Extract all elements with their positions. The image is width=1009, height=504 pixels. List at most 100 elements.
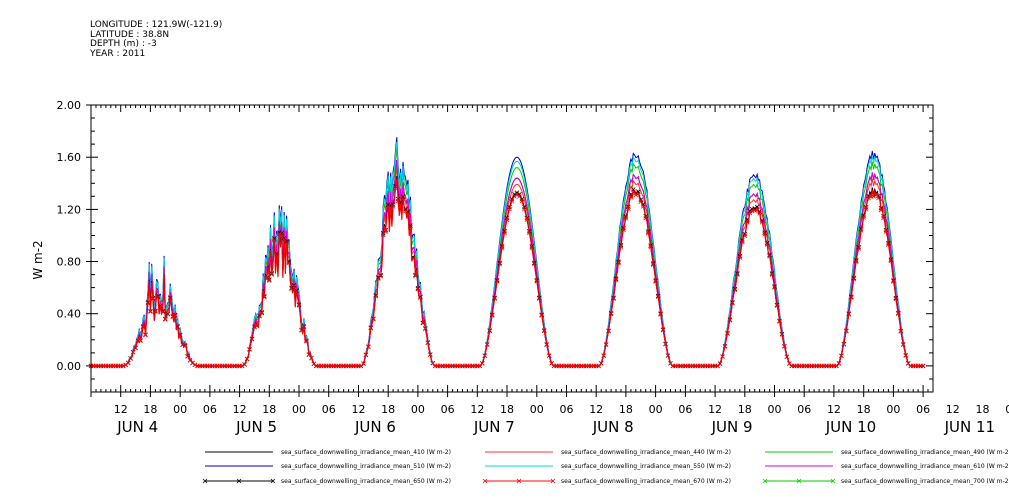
series-marker (239, 363, 245, 369)
series-marker (175, 324, 180, 330)
series-marker (148, 309, 153, 315)
legend-label: sea_surface_downwelling_irradiance_mean_… (561, 463, 731, 470)
series-marker (123, 362, 128, 368)
series-marker (727, 318, 733, 323)
series-marker (853, 259, 859, 265)
series-marker (623, 216, 629, 221)
x-tick-label: 12 (351, 403, 365, 416)
series-marker (259, 310, 265, 316)
series-marker (192, 362, 198, 368)
series-marker (613, 277, 619, 282)
series-marker (876, 195, 881, 201)
series-marker (663, 341, 668, 347)
series-marker (616, 260, 621, 266)
series-marker (611, 296, 616, 301)
series-marker (158, 304, 163, 310)
series-marker (754, 204, 760, 210)
series-marker (167, 296, 173, 301)
series-marker (487, 328, 492, 334)
series-marker (423, 326, 428, 332)
series-marker (257, 313, 262, 319)
x-day-label: JUN 7 (473, 418, 515, 436)
series-marker (606, 328, 611, 334)
series-marker (598, 360, 604, 366)
y-tick-label: 0.80 (57, 256, 82, 269)
series-marker (368, 325, 374, 331)
series-marker (861, 215, 866, 220)
x-tick-label: 06 (559, 403, 573, 416)
x-tick-label: 00 (173, 403, 187, 416)
series-marker (395, 198, 401, 204)
series-marker (274, 251, 280, 257)
x-tick-label: 06 (797, 403, 811, 416)
series-marker (145, 300, 151, 306)
series-marker (284, 238, 289, 244)
series-marker (479, 361, 485, 366)
x-tick-label: 12 (233, 403, 247, 416)
series-marker (848, 295, 854, 300)
x-day-label: JUN 4 (116, 418, 158, 436)
series-marker (655, 294, 661, 300)
series-marker (269, 272, 275, 277)
legend-label: sea_surface_downwelling_irradiance_mean_… (841, 463, 1009, 470)
series-marker (138, 338, 143, 344)
x-day-label: JUN 5 (235, 418, 277, 436)
x-tick-label: 18 (619, 403, 633, 416)
series-marker (546, 353, 552, 359)
x-day-labels: JUN 4 JUN 5 JUN 6 JUN 7 JUN 8 JUN 9 JUN 10 JUN … (116, 418, 995, 436)
axis-ticks (86, 104, 934, 397)
series-marker (408, 224, 413, 230)
x-tick-label: 00 (411, 403, 425, 416)
series-marker (601, 353, 606, 359)
year-text: YEAR : 2011 (90, 48, 146, 59)
series-marker (527, 230, 532, 236)
series-marker (722, 344, 728, 349)
series-marker (413, 273, 418, 279)
series-marker (286, 260, 292, 266)
series-marker (296, 303, 302, 308)
x-tick-label: 00 (768, 403, 782, 416)
legend-marker (270, 478, 276, 484)
series-marker (133, 345, 138, 351)
longitude-text: LONGITUDE : 121.9W(-121.9) (90, 20, 223, 30)
series-marker (774, 303, 780, 308)
y-tick-label: 0.40 (57, 308, 82, 321)
legend-marker (550, 478, 556, 484)
x-tick-label: 18 (738, 403, 752, 416)
series-marker (903, 353, 909, 358)
series-marker (492, 296, 497, 301)
legend-label: sea_surface_downwelling_irradiance_mean_… (281, 449, 451, 456)
series-marker (631, 189, 636, 194)
series-marker (519, 198, 525, 204)
series-marker (517, 194, 522, 199)
series-marker (405, 211, 411, 216)
series-marker (628, 194, 634, 199)
x-tick-labels: 12 18 00 06 12 18 00 06 12 18 00 06 12 18 00 06 12 18 00 06… (114, 403, 1009, 416)
series-marker (732, 287, 738, 293)
series-marker (863, 206, 869, 212)
legend-marker (762, 478, 768, 484)
series-marker (626, 206, 631, 211)
series-marker (717, 361, 723, 366)
legend-marker (236, 478, 242, 484)
series-marker (737, 255, 743, 260)
series-marker (279, 232, 284, 238)
series-marker (759, 219, 765, 225)
series-marker (658, 312, 663, 317)
series-marker (120, 363, 126, 369)
series-marker (410, 256, 416, 261)
series-marker (363, 352, 369, 358)
series-marker (653, 279, 658, 284)
series-marker (264, 276, 270, 282)
series-marker (539, 313, 545, 318)
x-tick-label: 06 (322, 403, 336, 416)
series-marker (660, 327, 666, 333)
x-tick-label: 06 (441, 403, 455, 416)
series-marker (730, 300, 735, 306)
series-marker (896, 311, 901, 316)
series-marker (638, 199, 644, 204)
legend-marker (796, 478, 802, 484)
x-day-label: JUN 6 (354, 418, 396, 436)
series-marker (252, 324, 257, 330)
